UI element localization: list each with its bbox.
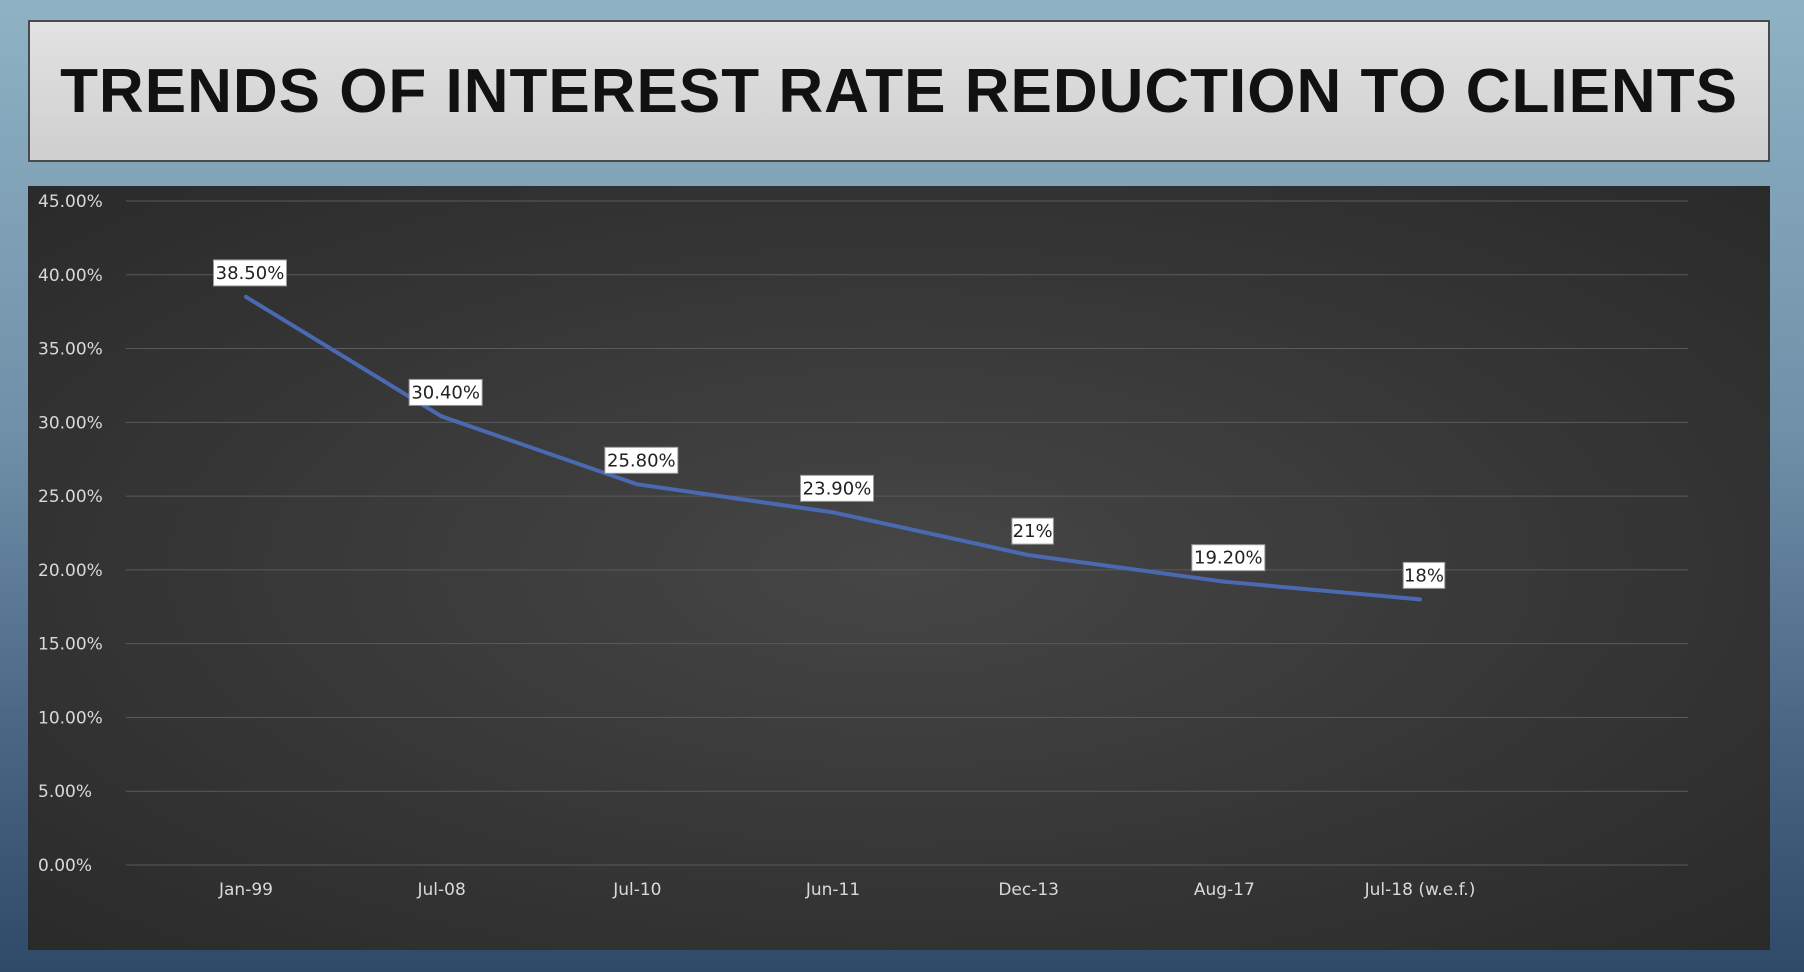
data-label: 30.40%	[408, 378, 483, 406]
data-point	[1026, 553, 1031, 558]
data-label-box	[408, 378, 483, 406]
data-point	[635, 482, 640, 487]
data-label-text: 18%	[1404, 565, 1444, 586]
y-tick-label: 5.00%	[38, 782, 92, 802]
data-label-text: 19.20%	[1194, 548, 1263, 569]
x-tick-label: Aug-17	[1194, 880, 1255, 900]
y-tick-label: 15.00%	[38, 635, 103, 655]
data-label-text: 23.90%	[803, 478, 872, 499]
data-label-text: 38.50%	[216, 263, 285, 284]
data-label-box	[800, 474, 874, 502]
data-label: 25.80%	[604, 446, 679, 474]
chart-panel: 0.00% 5.00% 10.00% 15.00% 20.00% 25.00% 30.00%…	[28, 186, 1770, 950]
data-label: 18%	[1402, 561, 1446, 589]
y-tick-label: 10.00%	[38, 708, 103, 728]
page-title: TRENDS OF INTEREST RATE REDUCTION TO CLI…	[60, 56, 1738, 126]
data-label: 38.50%	[213, 259, 287, 287]
y-tick-label: 35.00%	[38, 340, 103, 360]
line-chart: 0.00% 5.00% 10.00% 15.00% 20.00% 25.00% 30.00%…	[38, 192, 1688, 900]
data-point	[1418, 597, 1422, 602]
data-label-box	[1402, 561, 1446, 589]
x-tick-label: Jun-11	[805, 880, 860, 900]
data-label-text: 30.40%	[411, 382, 480, 403]
data-point	[1222, 579, 1227, 584]
data-label-box	[604, 446, 679, 474]
x-tick-label: Jul-08	[417, 880, 466, 900]
data-label-text: 25.80%	[607, 450, 676, 471]
x-tick-label: Jul-10	[612, 880, 661, 900]
data-point	[439, 414, 444, 419]
y-tick-label: 40.00%	[38, 266, 103, 286]
y-tick-label: 30.00%	[38, 413, 103, 433]
data-label: 19.20%	[1191, 544, 1266, 572]
data-point	[831, 510, 835, 515]
data-label: 23.90%	[800, 474, 874, 502]
title-banner: TRENDS OF INTEREST RATE REDUCTION TO CLI…	[28, 20, 1770, 162]
x-tick-label: Jul-18 (w.e.f.)	[1364, 880, 1476, 900]
y-tick-label: 25.00%	[38, 487, 103, 507]
y-tick-label: 20.00%	[38, 561, 103, 581]
x-tick-label: Dec-13	[998, 880, 1059, 900]
data-label-box	[213, 259, 287, 287]
data-label-box	[1011, 517, 1054, 545]
data-point	[244, 294, 248, 299]
data-label-text: 21%	[1013, 521, 1053, 542]
x-tick-label: Jan-99	[218, 880, 273, 900]
y-tick-label: 45.00%	[38, 192, 103, 212]
data-label-box	[1191, 544, 1266, 572]
data-label: 21%	[1011, 517, 1054, 545]
y-tick-label: 0.00%	[38, 856, 92, 876]
